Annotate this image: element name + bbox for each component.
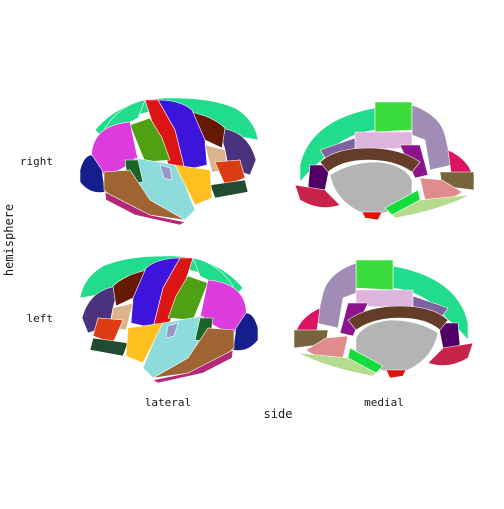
row-label-right: right: [20, 155, 53, 168]
panel-right-medial: [294, 101, 475, 221]
column-label-medial: medial: [364, 396, 404, 409]
panel-left-medial: [293, 259, 474, 379]
panel-left-lateral: [79, 255, 259, 384]
panel-right-lateral: [79, 97, 259, 226]
x-axis-title: side: [264, 407, 293, 421]
column-label-lateral: lateral: [145, 396, 191, 409]
y-axis-title: hemisphere: [2, 204, 16, 276]
row-label-left: left: [27, 312, 54, 325]
